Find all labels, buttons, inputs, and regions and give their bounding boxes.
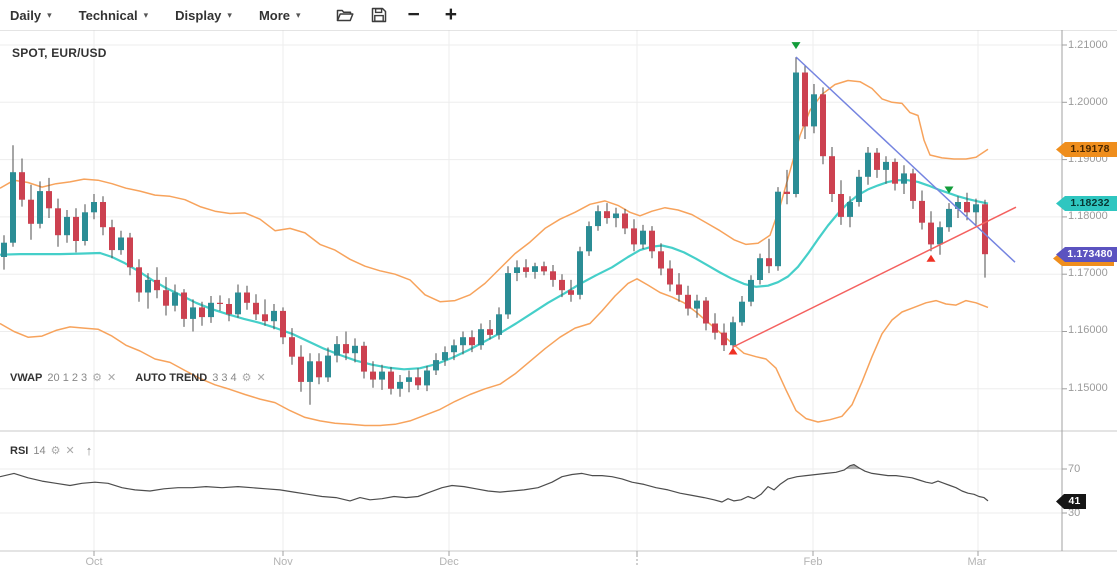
time-axis-label: Mar: [967, 556, 987, 568]
chevron-down-icon: ▾: [227, 10, 232, 20]
gear-icon[interactable]: ⚙: [50, 445, 61, 457]
study-vwap-params: 20 1 2 3: [47, 371, 88, 384]
save-icon: [371, 7, 386, 23]
rsi-value-badge: 41: [1056, 494, 1086, 509]
rsi-legend: RSI 14 ⚙ ✕ ↑: [10, 443, 92, 458]
menu-more[interactable]: More ▾: [258, 7, 301, 23]
price-axis-label: 1.16000: [1068, 324, 1108, 336]
close-icon[interactable]: ✕: [256, 372, 266, 384]
price-axis-label: 1.17000: [1068, 267, 1108, 279]
menu-periodicity[interactable]: Daily ▾: [10, 7, 52, 23]
vwap-price-badge: 1.18232: [1056, 196, 1117, 211]
open-folder-button[interactable]: [336, 7, 354, 23]
chevron-down-icon: ▾: [47, 10, 52, 20]
chevron-down-icon: ▾: [296, 10, 301, 20]
menu-technical[interactable]: Technical ▾: [78, 7, 149, 23]
time-axis-label: Oct: [85, 556, 103, 568]
time-axis-label: Feb: [803, 556, 823, 568]
close-icon[interactable]: ✕: [65, 445, 75, 457]
last-price-badge: 1.173480: [1056, 247, 1117, 262]
price-axis-label: 1.15000: [1068, 382, 1108, 394]
time-axis-label: Dec: [439, 556, 459, 568]
toolbar: Daily ▾ Technical ▾ Display ▾ More ▾: [0, 0, 1117, 30]
gear-icon[interactable]: ⚙: [241, 372, 252, 384]
close-icon[interactable]: ✕: [107, 372, 117, 384]
menu-display[interactable]: Display ▾: [175, 7, 232, 23]
study-rsi-params: 14: [33, 444, 46, 457]
save-button[interactable]: [371, 7, 387, 23]
symbol-label: SPOT, EUR/USD: [12, 46, 107, 60]
gear-icon[interactable]: ⚙: [92, 372, 103, 384]
study-autotrend-name: AUTO TREND: [135, 371, 208, 384]
zoom-out-button[interactable]: −: [404, 2, 424, 28]
move-panel-up-icon[interactable]: ↑: [85, 443, 93, 458]
price-axis-label: 1.18000: [1068, 210, 1108, 222]
open-folder-icon: [336, 9, 354, 22]
study-autotrend-params: 3 3 4: [212, 371, 237, 384]
rsi-axis-label: 70: [1068, 463, 1081, 475]
price-axis-label: 1.21000: [1068, 39, 1108, 51]
studies-legend: VWAP 20 1 2 3 ⚙ ✕ AUTO TREND 3 3 4 ⚙ ✕: [10, 371, 266, 385]
time-axis-label: Nov: [273, 556, 293, 568]
price-axis-label: 1.20000: [1068, 96, 1108, 108]
chevron-down-icon: ▾: [143, 10, 149, 20]
upper-band-price-badge: 1.19178: [1056, 142, 1117, 157]
study-vwap-name: VWAP: [10, 371, 43, 384]
study-rsi-name: RSI: [10, 444, 29, 457]
zoom-in-button[interactable]: +: [441, 2, 461, 28]
rsi-axis-label: 30: [1068, 507, 1081, 519]
